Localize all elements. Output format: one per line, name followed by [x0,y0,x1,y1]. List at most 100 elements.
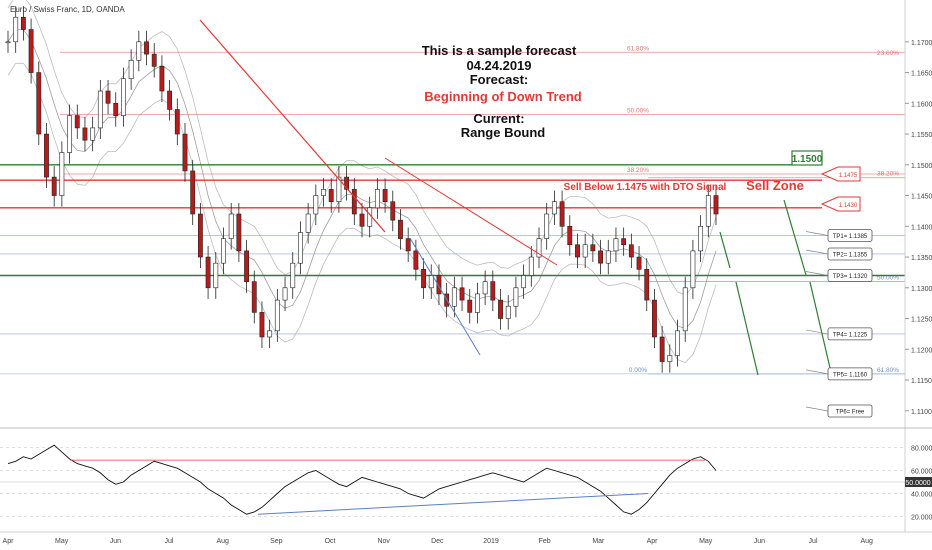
title-line-3: Forecast: [470,72,529,87]
candle-body [705,195,711,227]
candle-body [44,133,49,178]
time-tick-label: Jul [809,538,818,545]
time-tick-label: Aug [216,538,229,545]
candle-body [390,201,396,221]
candle-body [82,127,88,141]
candle-body [405,238,411,252]
price-tick-label: 1.17000 [911,40,932,47]
candle-body [36,72,42,135]
time-tick-label: Aug [860,538,873,545]
sell-zone-arrow-2 [809,281,831,369]
fib-label: 50.00% [877,275,899,282]
target-box [827,229,873,242]
candle-body [290,262,296,289]
candle-body [398,219,403,239]
price-axis: 1.17000 1.16500 1.16000 1.15500 1.15000 1.145… [905,40,932,416]
target-label: TP6= Free [836,410,865,416]
time-tick-label: Sep [270,538,283,545]
target-box [827,367,873,381]
candle-body [451,287,457,307]
candle-body [67,115,72,153]
candle-body [336,176,342,203]
key-level-label: 1.1500 [792,154,823,165]
candle-body [675,330,680,356]
lower-level-label: 1.1430 [839,203,858,209]
signal-text: Sell Below 1.1475 with DTO Signal [564,182,727,193]
candle-body [167,90,173,110]
candle-body [174,109,180,135]
forecast-text: Beginning of Down Trend [424,89,581,104]
time-tick-label: May [55,538,69,545]
price-tick-label: 1.11000 [911,409,932,416]
candle-body [667,355,673,362]
target-label: TP1= 1.1385 [833,234,868,240]
fib-label: 50.00% [627,107,649,114]
candle-body [367,207,373,227]
target-box [827,247,873,261]
candle-body [190,170,196,215]
candle-body [682,287,688,332]
candle-body [90,127,96,141]
price-tick-label: 1.15500 [911,132,932,139]
target-label: TP4= 1.1225 [833,332,868,338]
levels [0,164,905,375]
time-tick-label: Jun [110,538,121,545]
target-box [827,269,873,282]
time-tick-label: Oct [325,538,336,545]
current-value: Range Bound [461,125,546,140]
candle-body [652,299,657,338]
target-label: TP2= 1.1355 [833,252,868,258]
fib-label: 23.60% [877,50,899,57]
symbol-label: Euro / Swiss Franc, 1D, OANDA [10,5,125,14]
candle-body [282,287,288,301]
fib-label: 38.20% [877,171,899,178]
candle-body [213,262,219,289]
time-tick-label: Jun [754,538,765,545]
candle-body [428,275,434,289]
candle-body [321,189,326,196]
price-tick-label: 1.16000 [911,101,932,108]
candle-body [413,250,419,270]
rsi-pane: 80.000060.000050.000040.000020.000050.00… [0,444,932,522]
price-tick-label: 1.14000 [911,224,932,231]
forecast-arrow-1 [719,231,731,269]
candle-body [328,189,334,203]
candle-body [559,201,565,227]
candle-body [59,152,65,196]
price-tick-label: 1.16500 [911,71,932,78]
candle-body [698,225,704,252]
candle-body [267,330,273,338]
lower-level-box: 1.1430 [820,196,861,212]
candle-body [13,16,19,43]
candle-body [482,281,488,295]
candle-body [590,244,596,252]
candle-body [575,244,580,258]
target-pointer [805,231,829,236]
candle-body [382,189,388,203]
candle-body [505,305,511,319]
target-pointer [805,406,829,412]
price-tick-label: 1.12500 [911,317,932,324]
target-pointer [805,329,829,335]
candle-body [605,250,611,264]
candle-body [498,299,503,319]
candle-body [128,59,134,80]
price-tick-label: 1.15000 [911,163,932,170]
candle-body [51,176,57,196]
candle-body [344,176,350,190]
candle-body [159,66,165,92]
time-tick-label: Dec [431,538,444,545]
candle-body [205,256,211,289]
candle-body [136,41,142,61]
candle-body [221,238,226,264]
bollinger-upper [7,0,717,296]
candle-body [436,275,442,295]
bollinger-basis [7,29,717,330]
candle-body [228,213,234,239]
candle-body [513,287,519,307]
candle-body [475,293,480,313]
candle-body [421,269,426,289]
current-label: Current: [473,111,524,126]
candle-body [121,78,126,116]
